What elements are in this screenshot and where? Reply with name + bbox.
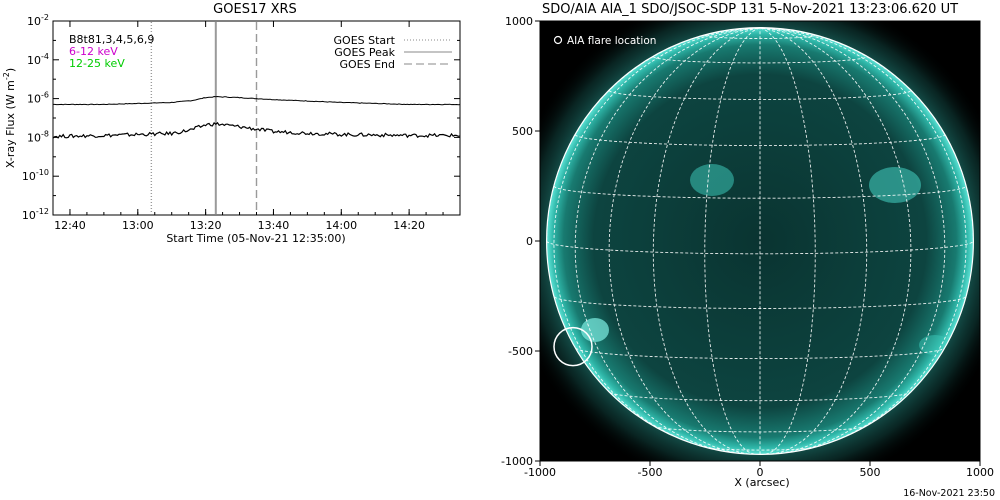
grid-longitude-line [759, 27, 868, 455]
grid-longitude-line [759, 27, 946, 453]
left-x-tick-label: 14:00 [325, 219, 357, 232]
legend-label-start: GOES Start [334, 34, 396, 47]
active-region-2 [869, 167, 921, 203]
series-short [52, 121, 461, 139]
right-x-axis-label: X (arcsec) [734, 476, 789, 489]
active-region-1 [690, 164, 734, 196]
right-x-tick-label: 1000 [966, 466, 994, 479]
right-y-tick-label: 0 [526, 235, 533, 248]
right-x-tick-label: 0 [757, 466, 764, 479]
left-y-tick-label: 10-10 [22, 168, 49, 183]
footer-timestamp: 16-Nov-2021 23:50 [903, 488, 995, 499]
grid-longitude-line [759, 27, 967, 449]
left-y-axis: 10-2 10-4 10-6 10-8 10-10 10-12 [22, 13, 460, 222]
grid-latitude-line [706, 447, 814, 451]
flare-legend-marker [553, 35, 563, 45]
right-chart-title: SDO/AIA AIA_1 SDO/JSOC-SDP 131 5-Nov-202… [542, 2, 958, 17]
channel-labels: B8t81,3,4,5,6,9 6-12 keV 12-25 keV [69, 33, 154, 70]
left-x-tick-label: 13:00 [122, 219, 154, 232]
right-y-axis: 1000 500 0 -500 -1000 [501, 15, 540, 468]
series-long [53, 95, 461, 106]
left-x-axis-label: Start Time (05-Nov-21 12:35:00) [166, 232, 345, 245]
left-y-tick-label: 10-12 [22, 207, 49, 222]
channel-label-0: B8t81,3,4,5,6,9 [69, 33, 154, 46]
left-x-axis: 12:40 13:00 13:20 13:40 14:00 14:20 [54, 21, 444, 232]
right-x-tick-label: -500 [638, 466, 663, 479]
left-y-tick-label: 10-2 [27, 13, 49, 28]
grid-longitude-line [759, 27, 816, 455]
flux-series [52, 95, 461, 139]
left-y-tick-label: 10-6 [27, 91, 49, 106]
right-y-tick-label: -1000 [501, 455, 533, 468]
grid-longitude-line [704, 27, 761, 455]
grid-longitude-line [553, 27, 761, 449]
left-x-tick-label: 14:20 [393, 219, 425, 232]
event-markers [150, 22, 258, 214]
event-legend: GOES Start GOES Peak GOES End [334, 34, 452, 71]
left-x-tick-label: 13:20 [190, 219, 222, 232]
grid-longitude-line [574, 27, 761, 453]
grid-latitude-line [609, 392, 911, 402]
right-x-axis: -1000 -500 0 500 1000 [524, 461, 994, 479]
flare-location-circle [553, 326, 593, 367]
grid-longitude-line [652, 27, 761, 455]
right-y-tick-label: 500 [512, 125, 533, 138]
solar-limb [545, 27, 974, 455]
right-y-tick-label: -500 [508, 345, 533, 358]
left-chart-title: GOES17 XRS [213, 2, 297, 17]
left-y-tick-label: 10-4 [27, 52, 49, 67]
left-x-tick-label: 13:40 [258, 219, 290, 232]
channel-label-1: 6-12 keV [69, 45, 118, 58]
right-y-tick-label: 1000 [505, 15, 533, 28]
legend-label-end: GOES End [339, 58, 395, 71]
right-x-tick-label: 500 [860, 466, 881, 479]
left-y-tick-label: 10-8 [27, 129, 49, 144]
active-region-3 [581, 318, 609, 342]
right-x-tick-label: -1000 [524, 466, 556, 479]
solar-disk [546, 27, 974, 455]
left-y-axis-label: X-ray Flux (W m-2) [2, 68, 17, 168]
channel-label-2: 12-25 keV [69, 57, 125, 70]
left-x-tick-label: 12:40 [54, 219, 86, 232]
aia-image [540, 21, 980, 461]
flare-legend-label: AIA flare location [567, 35, 656, 47]
legend-label-peak: GOES Peak [334, 46, 395, 59]
